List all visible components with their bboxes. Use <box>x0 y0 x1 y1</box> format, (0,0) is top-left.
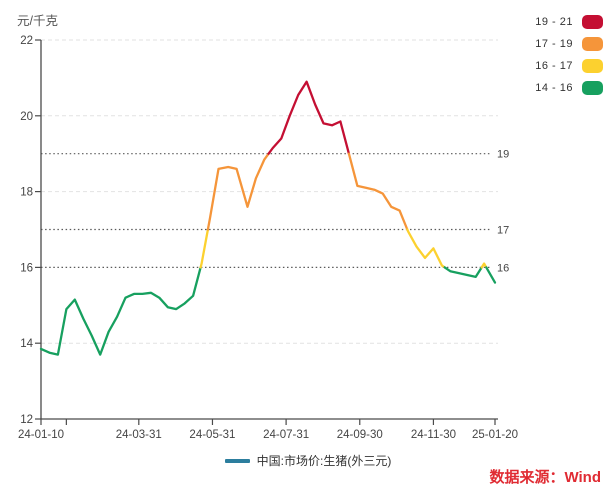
series-line-marker <box>224 458 250 463</box>
y-tick-label: 22 <box>20 35 33 47</box>
threshold-label: 17 <box>497 225 509 237</box>
band-legend: 19 - 21 17 - 19 16 - 17 14 - 16 <box>535 11 603 99</box>
y-tick-label: 12 <box>20 414 33 426</box>
y-tick-label: 14 <box>20 338 33 350</box>
threshold-label: 19 <box>497 149 509 161</box>
y-tick-label: 18 <box>20 187 33 199</box>
x-tick-label: 24-03-31 <box>116 429 162 441</box>
x-tick-label: 25-01-20 <box>472 429 518 441</box>
x-tick-label: 24-01-10 <box>18 429 64 441</box>
gridlines <box>41 39 498 344</box>
legend-item-17-19: 17 - 19 <box>535 33 603 55</box>
x-tick-label: 24-05-31 <box>189 429 235 441</box>
legend-swatch-red <box>582 15 603 29</box>
legend-item-14-16: 14 - 16 <box>535 77 603 99</box>
x-tick-label: 24-11-30 <box>411 429 456 441</box>
threshold-lines: 19 17 16 <box>41 149 509 274</box>
axes: 12 14 16 18 20 22 24-01-10 24-03-31 24-05-31 24-0… <box>18 35 518 441</box>
data-source: 数据来源：Wind <box>489 469 601 486</box>
price-line <box>39 80 497 356</box>
legend-swatch-green <box>582 81 603 95</box>
y-axis-unit-label: 元/千克 <box>17 14 58 28</box>
legend-label: 17 - 19 <box>535 38 573 50</box>
x-tick-label: 24-07-31 <box>263 429 309 441</box>
legend-item-19-21: 19 - 21 <box>535 11 603 33</box>
legend-label: 19 - 21 <box>535 16 573 28</box>
legend-swatch-yellow <box>582 59 603 73</box>
legend-swatch-orange <box>582 37 603 51</box>
series-legend: 中国:市场价:生猪(外三元) <box>0 452 616 469</box>
y-tick-label: 16 <box>20 262 33 274</box>
legend-item-16-17: 16 - 17 <box>535 55 603 77</box>
threshold-label: 16 <box>497 262 509 274</box>
y-tick-label: 20 <box>20 111 33 123</box>
legend-label: 16 - 17 <box>535 60 573 72</box>
series-legend-label: 中国:市场价:生猪(外三元) <box>256 454 392 468</box>
legend-label: 14 - 16 <box>535 82 573 94</box>
x-tick-label: 24-09-30 <box>337 429 383 441</box>
